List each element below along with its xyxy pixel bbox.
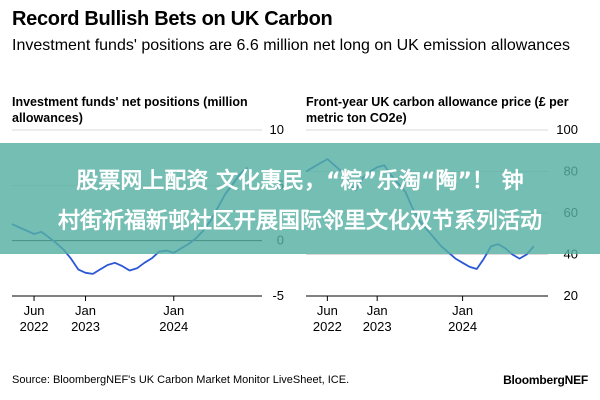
left-chart-x-tick-label: 2022 [20, 319, 49, 334]
overlay-text-line-2: 村街祈福新邨社区开展国际邻里文化双节系列活动 [57, 209, 542, 234]
overlay-text-line-1: 股票网上配资 文化惠民，“粽”乐淘“陶”！ 钟 [76, 169, 524, 194]
brand-logo: BloombergNEF [503, 373, 588, 387]
left-chart-y-tick-label: -5 [272, 288, 284, 303]
left-chart-x-tick-label: 2024 [159, 319, 188, 334]
overlay-banner: 股票网上配资 文化惠民，“粽”乐淘“陶”！ 钟 村街祈福新邨社区开展国际邻里文化… [0, 143, 600, 254]
right-chart-x-tick-label: 2022 [313, 319, 342, 334]
left-chart-y-tick-label: 10 [270, 122, 284, 137]
left-chart-title: Investment funds' net positions (million… [12, 95, 248, 125]
left-chart-x-tick-label: Jun [24, 303, 45, 318]
right-chart-x-tick-label: Jan [367, 303, 388, 318]
left-chart-x-tick-label: Jan [163, 303, 184, 318]
right-chart-y-tick-label: 100 [556, 122, 578, 137]
page-subtitle: Investment funds' positions are 6.6 mill… [12, 37, 571, 54]
right-chart-x-tick-label: Jan [452, 303, 473, 318]
right-chart-x-tick-label: 2024 [448, 319, 477, 334]
right-chart-x-tick-label: 2023 [363, 319, 392, 334]
right-chart-x-tick-label: Jun [317, 303, 338, 318]
right-chart-y-tick-label: 20 [564, 288, 578, 303]
page-title: Record Bullish Bets on UK Carbon [12, 8, 333, 30]
right-chart-title: Front-year UK carbon allowance price (£ … [306, 95, 569, 125]
left-chart-x-tick-label: 2023 [71, 319, 100, 334]
source-note: Source: BloombergNEF's UK Carbon Market … [12, 374, 350, 386]
left-chart-x-tick-label: Jan [75, 303, 96, 318]
